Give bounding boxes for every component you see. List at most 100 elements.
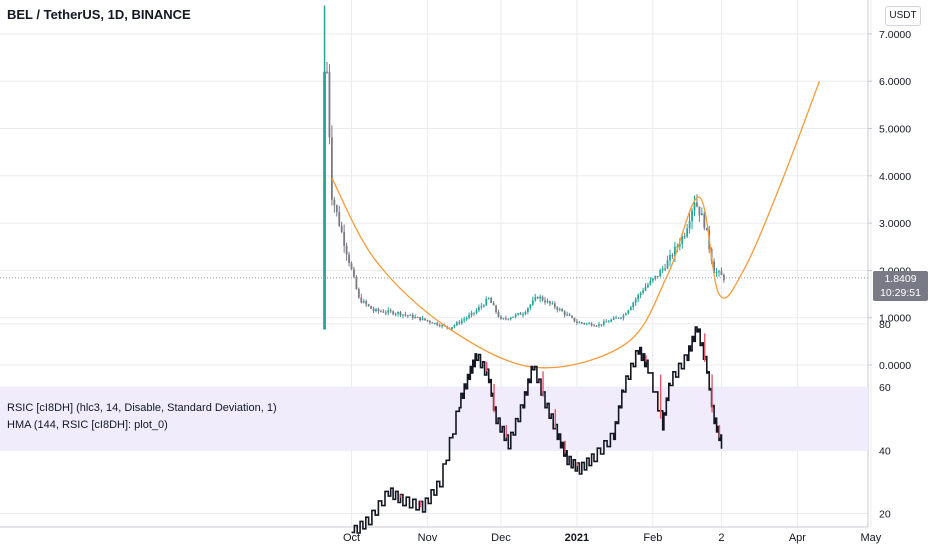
candle-body xyxy=(573,317,576,322)
candle-body xyxy=(683,236,686,238)
candle-body xyxy=(331,137,333,200)
candle-body xyxy=(590,323,593,326)
candle-body xyxy=(681,236,684,245)
candle-body xyxy=(345,245,348,255)
candle-body xyxy=(693,202,696,211)
x-axis-ticks: Oct Nov Dec 2021 Feb 2 Apr May xyxy=(343,532,882,544)
candle-body xyxy=(522,314,524,316)
candle-body xyxy=(649,280,652,285)
rsi-series xyxy=(351,326,723,534)
candle-body xyxy=(340,225,343,233)
candle-body xyxy=(468,315,470,318)
candle-body xyxy=(370,306,372,309)
candle-body xyxy=(355,276,358,290)
candle-body xyxy=(544,300,546,303)
candle-body xyxy=(598,324,600,326)
candle-body xyxy=(674,246,676,257)
candle-body xyxy=(536,297,539,299)
candle-body xyxy=(671,255,674,257)
candle-body xyxy=(622,315,625,318)
candle-body xyxy=(387,310,390,313)
candle-body xyxy=(338,211,341,226)
candle-body xyxy=(718,271,720,273)
x-tick-label: Nov xyxy=(418,532,438,544)
candle-body xyxy=(475,310,478,314)
candle-body xyxy=(421,318,424,321)
candle-body xyxy=(688,221,691,229)
candle-body xyxy=(497,311,500,317)
candle-body xyxy=(632,302,635,308)
candle-body xyxy=(416,316,419,318)
y-tick-label: 7.0000 xyxy=(879,29,911,41)
candle-body xyxy=(605,321,608,323)
candle-body xyxy=(656,275,659,277)
hma-indicator-label[interactable]: HMA (144, RSIC [cI8DH]: plot_0) xyxy=(7,419,168,431)
candle-body xyxy=(463,319,466,321)
candle-body xyxy=(377,309,380,312)
candle-body xyxy=(451,327,453,330)
candle-body xyxy=(558,309,561,311)
candle-body xyxy=(715,271,718,274)
candle-body xyxy=(343,232,346,246)
chart-title: BEL / TetherUS, 1D, BINANCE xyxy=(7,7,191,22)
candle-body xyxy=(541,296,544,301)
candle-body xyxy=(365,301,368,305)
candle-body xyxy=(429,320,431,323)
candle-body xyxy=(389,310,392,312)
candle-body xyxy=(419,317,421,321)
candle-body xyxy=(512,316,515,318)
candle-body xyxy=(529,304,532,309)
candle-body xyxy=(414,316,417,319)
candle-body xyxy=(556,307,559,310)
candle-body xyxy=(696,202,698,207)
candle-body xyxy=(509,317,512,320)
candle-body xyxy=(473,312,475,314)
candle-body xyxy=(659,270,662,277)
candle-body xyxy=(372,308,375,311)
candle-body xyxy=(490,297,493,303)
candle-body xyxy=(700,213,703,216)
price-badge-countdown: 10:29:51 xyxy=(880,287,921,299)
rsi-tick-label: 80 xyxy=(879,319,891,331)
candle-body xyxy=(382,311,385,313)
candle-body xyxy=(436,322,439,326)
candle-body xyxy=(600,324,603,326)
candle-body xyxy=(360,297,363,303)
orange-curve xyxy=(331,80,821,369)
candle-body xyxy=(568,314,571,316)
candle-body xyxy=(551,303,554,305)
candle-body xyxy=(531,300,534,305)
candle-body xyxy=(534,297,537,301)
price-badge-value: 1.8409 xyxy=(884,273,917,285)
candle-body xyxy=(465,317,468,320)
candle-body xyxy=(500,316,502,319)
candle-body xyxy=(666,260,669,269)
x-tick-label: Dec xyxy=(491,532,511,544)
y-tick-label: 6.0000 xyxy=(879,76,911,88)
candle-body xyxy=(326,71,328,73)
candle-body xyxy=(615,317,617,319)
candle-body xyxy=(595,325,598,327)
rsi-indicator-label[interactable]: RSIC [cI8DH] (hlc3, 14, Disable, Standar… xyxy=(7,402,277,414)
candle-body xyxy=(703,213,706,228)
candle-body xyxy=(517,313,519,315)
candle-body xyxy=(639,292,642,295)
candle-body xyxy=(380,311,382,313)
x-tick-label: Feb xyxy=(643,532,662,544)
candle-body xyxy=(610,319,613,322)
rsi-band xyxy=(0,387,868,451)
candle-body xyxy=(350,263,353,270)
rsi-axis-ticks: 20 40 60 80 xyxy=(879,319,891,521)
candle-body xyxy=(455,322,458,326)
candle-body xyxy=(399,312,402,316)
candle-body xyxy=(367,304,370,307)
candle-body xyxy=(433,322,436,324)
candle-body xyxy=(375,309,377,311)
y-tick-label: 4.0000 xyxy=(879,171,911,183)
candle-body xyxy=(524,312,527,315)
currency-button[interactable]: USDT xyxy=(885,6,921,26)
candle-body xyxy=(397,312,399,314)
candle-body xyxy=(424,318,426,321)
candle-body xyxy=(357,289,360,298)
